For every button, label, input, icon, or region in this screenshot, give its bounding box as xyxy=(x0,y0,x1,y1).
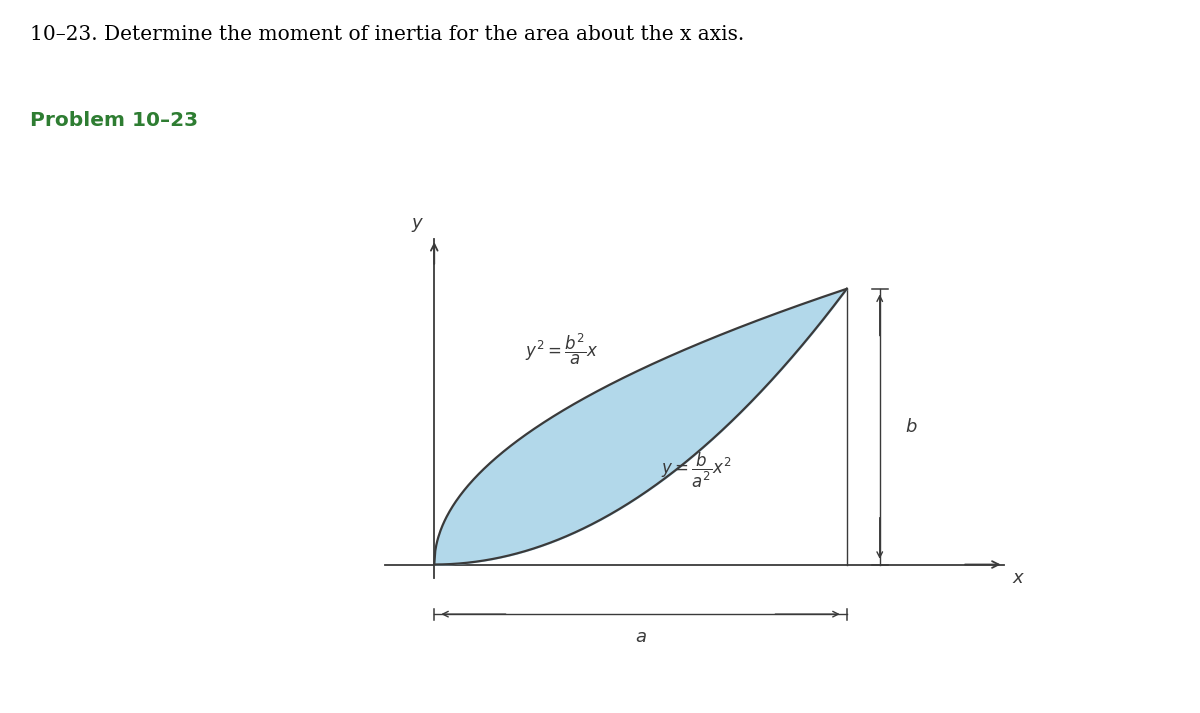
Text: 10–23. Determine the moment of inertia for the area about the x axis.: 10–23. Determine the moment of inertia f… xyxy=(30,25,744,44)
Text: $y$: $y$ xyxy=(412,215,425,234)
Text: $y = \dfrac{b}{a^2}x^2$: $y = \dfrac{b}{a^2}x^2$ xyxy=(661,451,732,491)
Text: $x$: $x$ xyxy=(1012,569,1025,588)
Text: $a$: $a$ xyxy=(635,628,647,646)
Text: $y^2 = \dfrac{b^2}{a}x$: $y^2 = \dfrac{b^2}{a}x$ xyxy=(526,332,599,367)
Text: $b$: $b$ xyxy=(905,418,917,436)
Text: Problem 10–23: Problem 10–23 xyxy=(30,111,198,130)
